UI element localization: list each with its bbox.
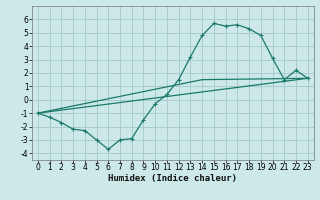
X-axis label: Humidex (Indice chaleur): Humidex (Indice chaleur) bbox=[108, 174, 237, 183]
